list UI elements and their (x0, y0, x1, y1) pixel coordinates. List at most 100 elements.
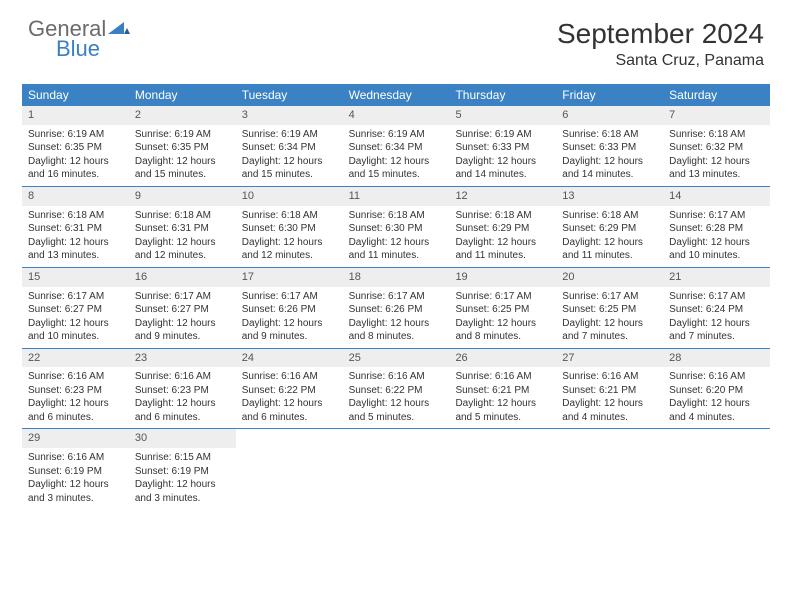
day-day1: Daylight: 12 hours (28, 397, 123, 411)
day-sunset: Sunset: 6:19 PM (135, 465, 230, 479)
day-body: Sunrise: 6:18 AMSunset: 6:30 PMDaylight:… (236, 206, 343, 267)
day-sunrise: Sunrise: 6:16 AM (135, 370, 230, 384)
day-day2: and 7 minutes. (669, 330, 764, 344)
day-day2: and 11 minutes. (349, 249, 444, 263)
day-cell: 19Sunrise: 6:17 AMSunset: 6:25 PMDayligh… (449, 268, 556, 348)
day-day2: and 11 minutes. (455, 249, 550, 263)
day-cell: 26Sunrise: 6:16 AMSunset: 6:21 PMDayligh… (449, 349, 556, 429)
day-day1: Daylight: 12 hours (135, 397, 230, 411)
day-number: 12 (449, 187, 556, 206)
day-day2: and 16 minutes. (28, 168, 123, 182)
day-cell: 10Sunrise: 6:18 AMSunset: 6:30 PMDayligh… (236, 187, 343, 267)
day-cell: 25Sunrise: 6:16 AMSunset: 6:22 PMDayligh… (343, 349, 450, 429)
day-sunset: Sunset: 6:21 PM (455, 384, 550, 398)
day-day1: Daylight: 12 hours (455, 397, 550, 411)
day-number: 22 (22, 349, 129, 368)
day-body: Sunrise: 6:19 AMSunset: 6:34 PMDaylight:… (236, 125, 343, 186)
day-number: 3 (236, 106, 343, 125)
week-row: 15Sunrise: 6:17 AMSunset: 6:27 PMDayligh… (22, 267, 770, 348)
day-sunset: Sunset: 6:26 PM (242, 303, 337, 317)
day-cell: 18Sunrise: 6:17 AMSunset: 6:26 PMDayligh… (343, 268, 450, 348)
day-body: Sunrise: 6:16 AMSunset: 6:22 PMDaylight:… (343, 367, 450, 428)
day-sunset: Sunset: 6:35 PM (28, 141, 123, 155)
day-number: 11 (343, 187, 450, 206)
calendar: Sunday Monday Tuesday Wednesday Thursday… (22, 84, 770, 509)
day-day1: Daylight: 12 hours (669, 317, 764, 331)
day-sunset: Sunset: 6:21 PM (562, 384, 657, 398)
day-sunset: Sunset: 6:19 PM (28, 465, 123, 479)
day-cell (449, 429, 556, 509)
day-cell: 27Sunrise: 6:16 AMSunset: 6:21 PMDayligh… (556, 349, 663, 429)
day-cell: 8Sunrise: 6:18 AMSunset: 6:31 PMDaylight… (22, 187, 129, 267)
week-row: 29Sunrise: 6:16 AMSunset: 6:19 PMDayligh… (22, 428, 770, 509)
day-sunrise: Sunrise: 6:17 AM (669, 209, 764, 223)
day-day2: and 14 minutes. (455, 168, 550, 182)
day-sunrise: Sunrise: 6:17 AM (242, 290, 337, 304)
day-day1: Daylight: 12 hours (242, 155, 337, 169)
day-day1: Daylight: 12 hours (455, 236, 550, 250)
day-body: Sunrise: 6:19 AMSunset: 6:35 PMDaylight:… (22, 125, 129, 186)
day-cell: 20Sunrise: 6:17 AMSunset: 6:25 PMDayligh… (556, 268, 663, 348)
day-day1: Daylight: 12 hours (562, 317, 657, 331)
day-sunrise: Sunrise: 6:16 AM (28, 370, 123, 384)
week-row: 1Sunrise: 6:19 AMSunset: 6:35 PMDaylight… (22, 106, 770, 186)
day-day2: and 6 minutes. (135, 411, 230, 425)
day-body: Sunrise: 6:19 AMSunset: 6:34 PMDaylight:… (343, 125, 450, 186)
day-cell (343, 429, 450, 509)
day-day2: and 9 minutes. (242, 330, 337, 344)
day-sunrise: Sunrise: 6:18 AM (349, 209, 444, 223)
day-sunset: Sunset: 6:32 PM (669, 141, 764, 155)
day-day1: Daylight: 12 hours (242, 397, 337, 411)
day-day1: Daylight: 12 hours (349, 397, 444, 411)
day-day2: and 5 minutes. (349, 411, 444, 425)
day-day2: and 12 minutes. (135, 249, 230, 263)
day-day2: and 3 minutes. (28, 492, 123, 506)
day-day2: and 7 minutes. (562, 330, 657, 344)
day-cell: 17Sunrise: 6:17 AMSunset: 6:26 PMDayligh… (236, 268, 343, 348)
day-sunrise: Sunrise: 6:18 AM (28, 209, 123, 223)
day-sunrise: Sunrise: 6:19 AM (349, 128, 444, 142)
day-sunset: Sunset: 6:26 PM (349, 303, 444, 317)
weekday-friday: Friday (556, 84, 663, 106)
day-sunset: Sunset: 6:33 PM (562, 141, 657, 155)
day-number: 25 (343, 349, 450, 368)
day-day1: Daylight: 12 hours (669, 155, 764, 169)
day-cell: 1Sunrise: 6:19 AMSunset: 6:35 PMDaylight… (22, 106, 129, 186)
day-number: 30 (129, 429, 236, 448)
day-number: 23 (129, 349, 236, 368)
day-sunset: Sunset: 6:25 PM (562, 303, 657, 317)
weekday-header-row: Sunday Monday Tuesday Wednesday Thursday… (22, 84, 770, 106)
day-body: Sunrise: 6:17 AMSunset: 6:24 PMDaylight:… (663, 287, 770, 348)
day-number: 8 (22, 187, 129, 206)
day-sunrise: Sunrise: 6:18 AM (242, 209, 337, 223)
day-sunset: Sunset: 6:23 PM (135, 384, 230, 398)
day-cell: 30Sunrise: 6:15 AMSunset: 6:19 PMDayligh… (129, 429, 236, 509)
day-cell: 21Sunrise: 6:17 AMSunset: 6:24 PMDayligh… (663, 268, 770, 348)
day-day1: Daylight: 12 hours (455, 155, 550, 169)
day-sunset: Sunset: 6:34 PM (349, 141, 444, 155)
weekday-sunday: Sunday (22, 84, 129, 106)
day-day1: Daylight: 12 hours (669, 397, 764, 411)
week-row: 8Sunrise: 6:18 AMSunset: 6:31 PMDaylight… (22, 186, 770, 267)
day-sunrise: Sunrise: 6:17 AM (562, 290, 657, 304)
day-cell: 9Sunrise: 6:18 AMSunset: 6:31 PMDaylight… (129, 187, 236, 267)
day-number: 5 (449, 106, 556, 125)
day-sunrise: Sunrise: 6:17 AM (669, 290, 764, 304)
day-cell: 29Sunrise: 6:16 AMSunset: 6:19 PMDayligh… (22, 429, 129, 509)
day-day2: and 4 minutes. (562, 411, 657, 425)
day-day2: and 14 minutes. (562, 168, 657, 182)
day-day1: Daylight: 12 hours (455, 317, 550, 331)
day-cell: 5Sunrise: 6:19 AMSunset: 6:33 PMDaylight… (449, 106, 556, 186)
day-number: 9 (129, 187, 236, 206)
location-label: Santa Cruz, Panama (557, 52, 764, 70)
day-sunset: Sunset: 6:29 PM (562, 222, 657, 236)
week-row: 22Sunrise: 6:16 AMSunset: 6:23 PMDayligh… (22, 348, 770, 429)
day-sunset: Sunset: 6:25 PM (455, 303, 550, 317)
day-cell: 24Sunrise: 6:16 AMSunset: 6:22 PMDayligh… (236, 349, 343, 429)
day-number: 4 (343, 106, 450, 125)
day-sunset: Sunset: 6:20 PM (669, 384, 764, 398)
day-body: Sunrise: 6:16 AMSunset: 6:21 PMDaylight:… (449, 367, 556, 428)
day-sunrise: Sunrise: 6:16 AM (669, 370, 764, 384)
day-sunset: Sunset: 6:27 PM (28, 303, 123, 317)
day-sunset: Sunset: 6:30 PM (349, 222, 444, 236)
